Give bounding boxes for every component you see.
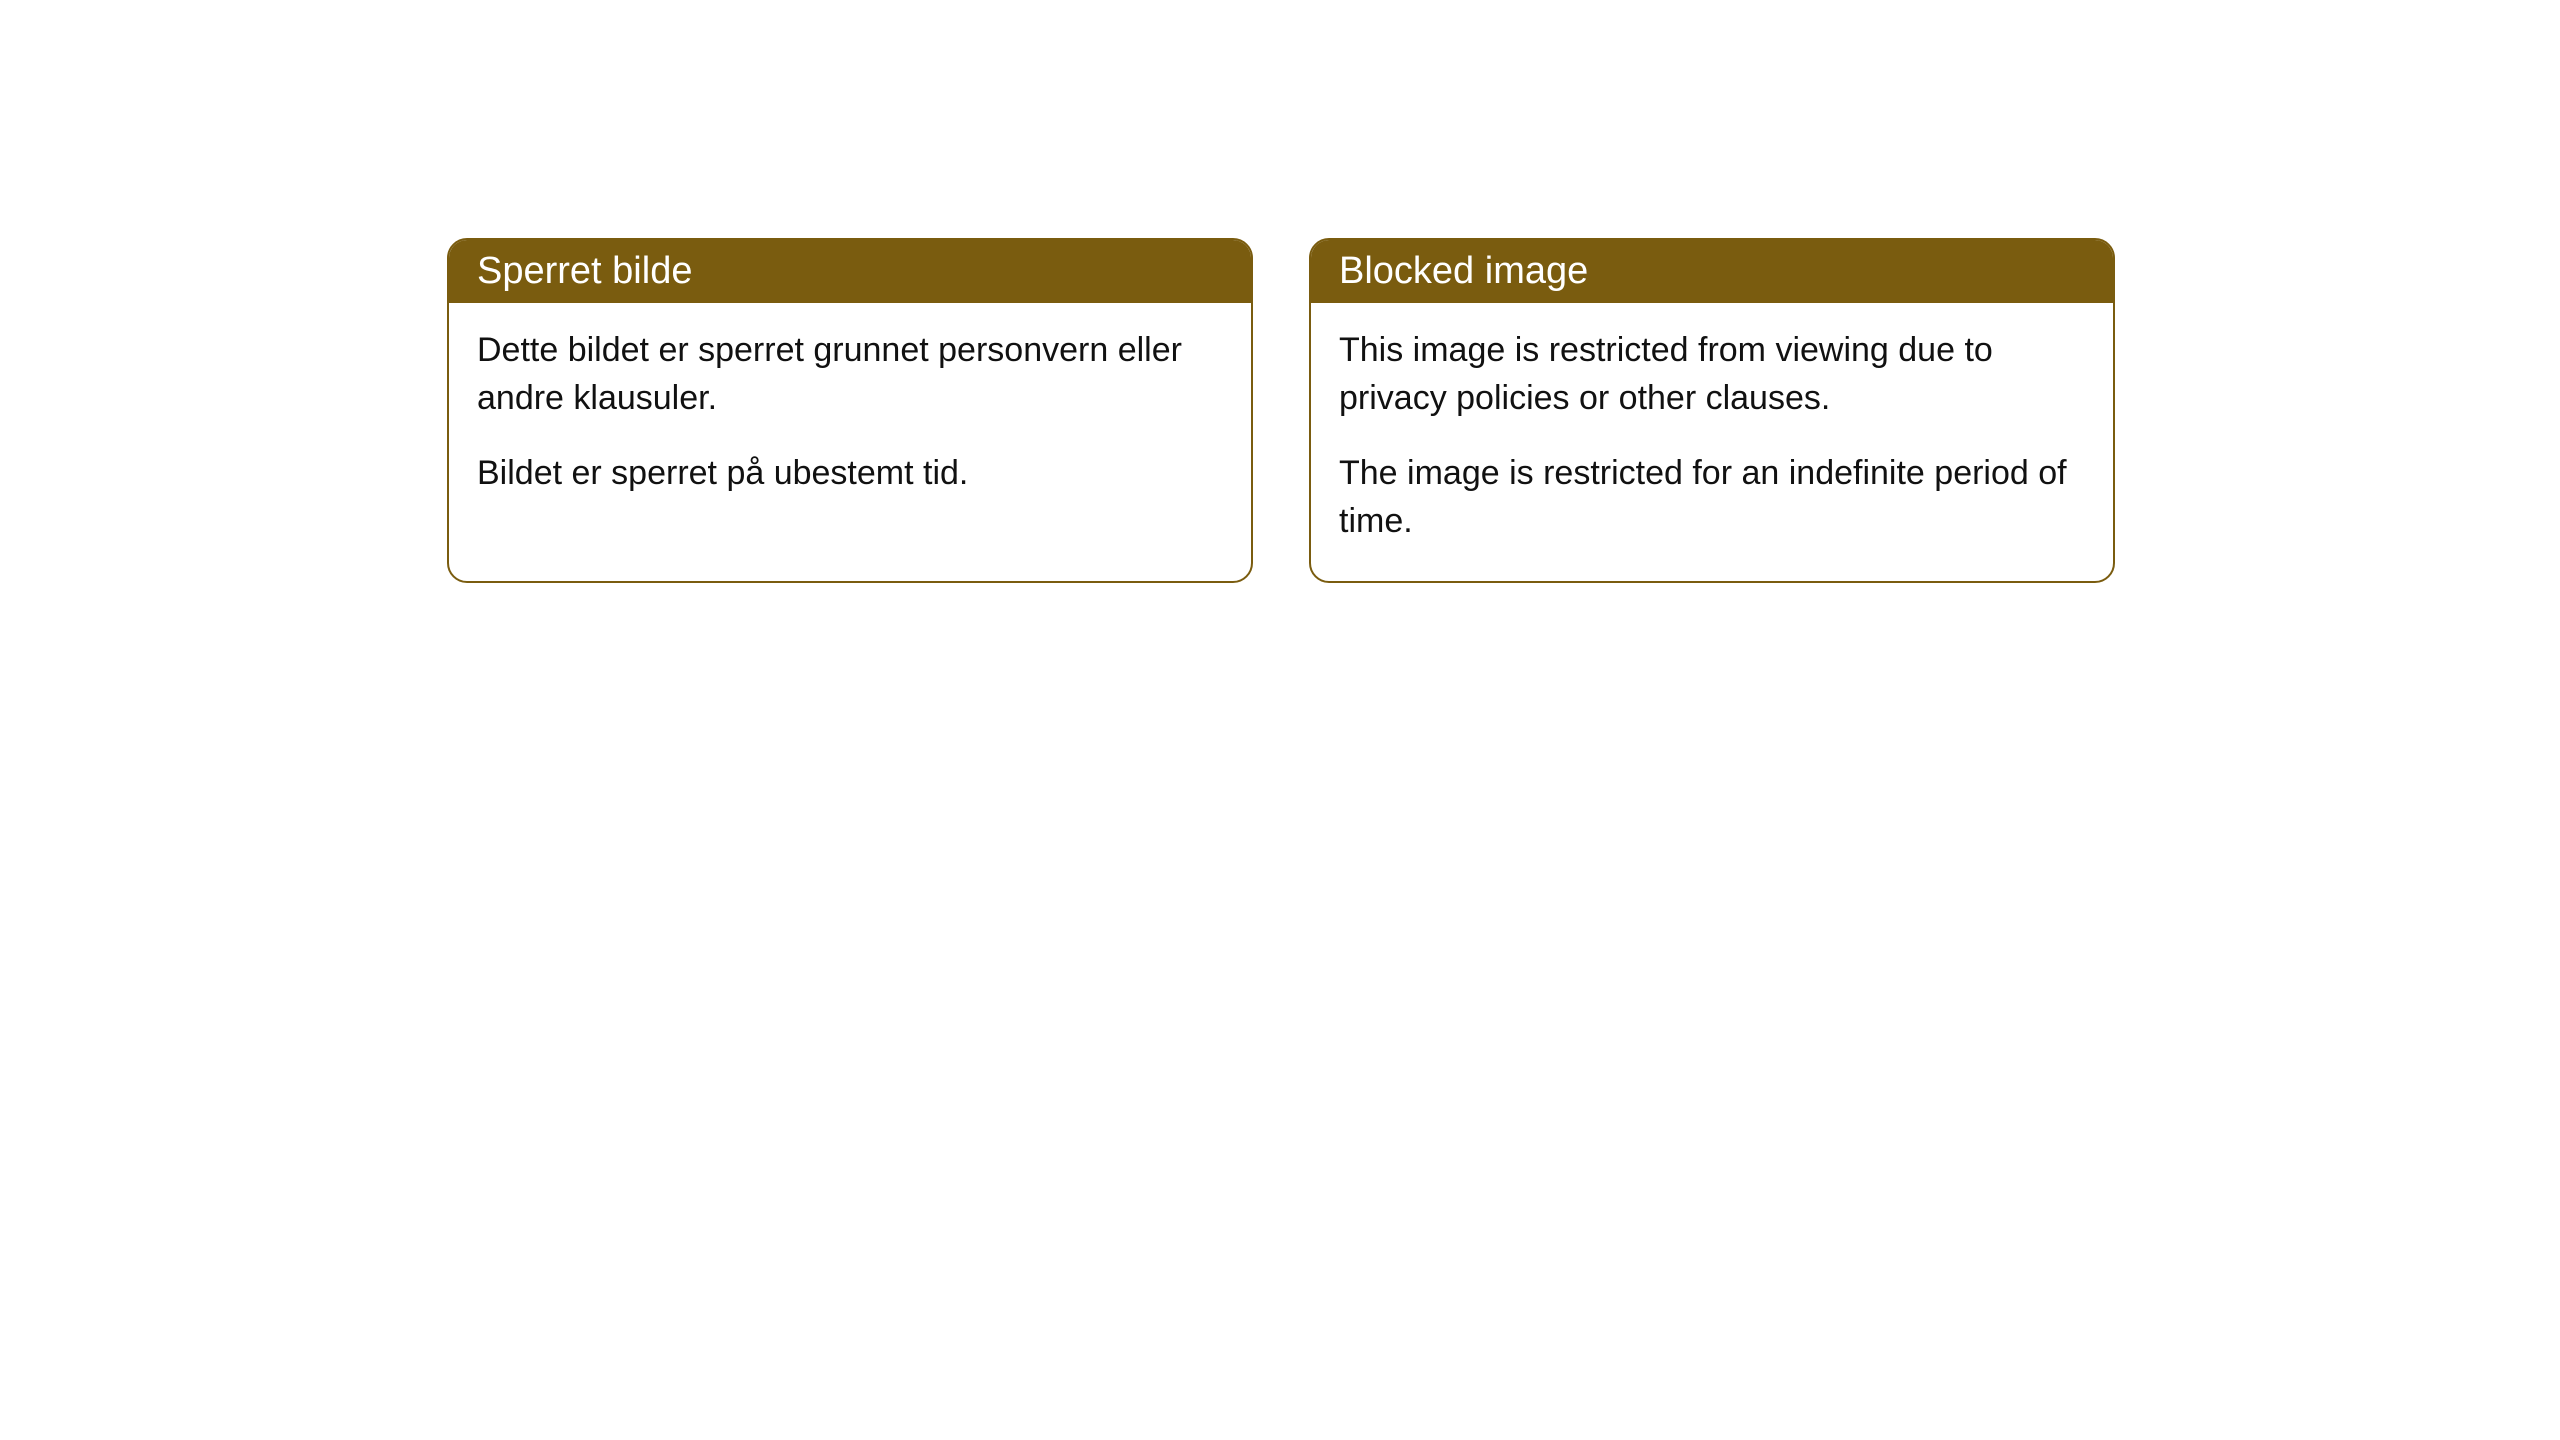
notice-body-english: This image is restricted from viewing du… xyxy=(1311,303,2113,581)
notice-header-english: Blocked image xyxy=(1311,240,2113,303)
notice-paragraph: This image is restricted from viewing du… xyxy=(1339,327,2085,422)
notice-container: Sperret bilde Dette bildet er sperret gr… xyxy=(0,0,2560,583)
notice-body-norwegian: Dette bildet er sperret grunnet personve… xyxy=(449,303,1251,534)
notice-card-english: Blocked image This image is restricted f… xyxy=(1309,238,2115,583)
notice-paragraph: Bildet er sperret på ubestemt tid. xyxy=(477,450,1223,498)
notice-card-norwegian: Sperret bilde Dette bildet er sperret gr… xyxy=(447,238,1253,583)
notice-header-norwegian: Sperret bilde xyxy=(449,240,1251,303)
notice-paragraph: Dette bildet er sperret grunnet personve… xyxy=(477,327,1223,422)
notice-paragraph: The image is restricted for an indefinit… xyxy=(1339,450,2085,545)
